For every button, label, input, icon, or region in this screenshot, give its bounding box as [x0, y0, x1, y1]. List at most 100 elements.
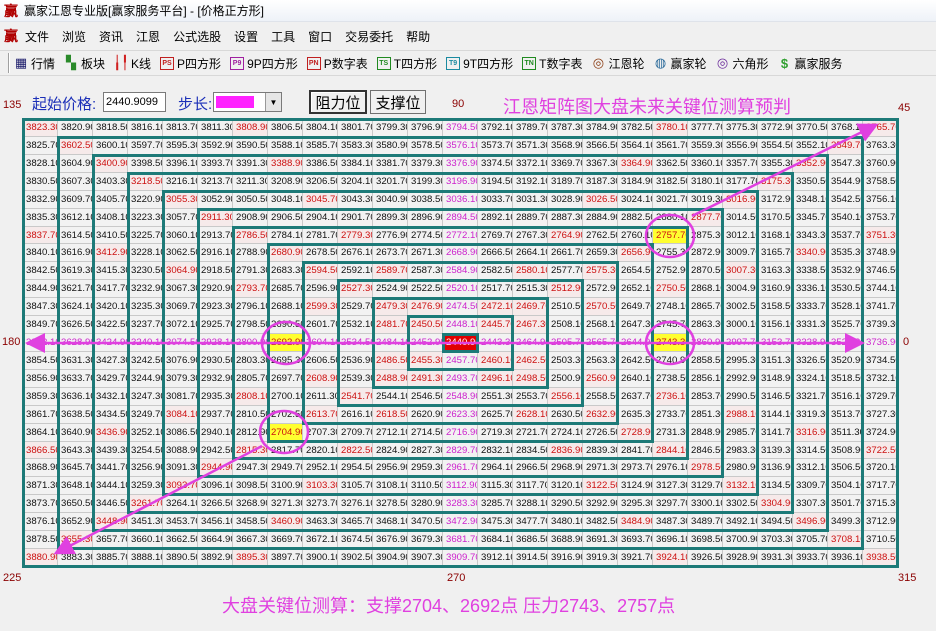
price-cell: 3285.70 — [478, 495, 513, 514]
price-cell: 3669.70 — [268, 531, 303, 550]
price-cell: 3909.70 — [443, 549, 478, 567]
price-cell: 2901.70 — [338, 208, 373, 227]
price-cell: 2644.90 — [618, 334, 653, 352]
price-cell: 3288.10 — [513, 495, 548, 514]
price-cell: 3268.90 — [233, 495, 268, 514]
price-cell: 3386.50 — [303, 154, 338, 173]
menu-news[interactable]: 资讯 — [99, 29, 124, 44]
toolbar-label: 9P四方形 — [247, 56, 298, 71]
price-cell: 3854.50 — [23, 351, 58, 370]
price-cell: 2798.50 — [233, 316, 268, 335]
price-cell: 2911.30 — [198, 208, 233, 227]
price-cell: 3230.50 — [128, 262, 163, 281]
price-cell: 3888.10 — [128, 549, 163, 567]
chevron-down-icon[interactable]: ▼ — [265, 93, 281, 111]
price-cell: 3770.50 — [793, 119, 828, 137]
price-cell: 2695.30 — [268, 351, 303, 370]
t9-icon: T9 — [446, 56, 461, 70]
support-button[interactable]: 支撑位 — [370, 90, 426, 114]
price-cell: 2750.50 — [653, 280, 688, 299]
tn-icon: TN — [522, 56, 537, 70]
toolbar-button-0[interactable]: ▦ 行情 — [14, 55, 55, 72]
menu-browse[interactable]: 浏览 — [62, 29, 87, 44]
price-cell: 2853.70 — [688, 387, 723, 406]
price-cell: 2551.30 — [478, 387, 513, 406]
toolbar-button-9[interactable]: ◎ 江恩轮 — [591, 55, 645, 72]
price-cell: 2575.30 — [583, 262, 618, 281]
price-cell: 2445.70 — [478, 316, 513, 335]
app-logo-icon: 赢 — [4, 3, 18, 20]
price-cell: 3384.10 — [338, 154, 373, 173]
price-cell: 2940.10 — [198, 423, 233, 442]
menu-trading[interactable]: 交易委托 — [345, 29, 394, 44]
price-cell: 2894.50 — [443, 208, 478, 227]
start-price-label: 起始价格: — [32, 96, 97, 113]
price-cell: 3516.10 — [828, 387, 863, 406]
toolbar-button-7[interactable]: T9 9T四方形 — [446, 55, 513, 72]
price-cell: 3144.10 — [758, 405, 793, 424]
price-cell: 2505.70 — [548, 334, 583, 352]
menu-help[interactable]: 帮助 — [406, 29, 431, 44]
menu-formula-screener[interactable]: 公式选股 — [173, 29, 222, 44]
toolbar-button-4[interactable]: P9 9P四方形 — [230, 55, 298, 72]
price-cell: 2968.90 — [548, 459, 583, 478]
price-cell: 2896.90 — [408, 208, 443, 227]
price-cell: 2443.30 — [478, 334, 513, 352]
price-cell: 2642.50 — [618, 351, 653, 370]
ts-icon: TS — [376, 56, 391, 70]
price-cell: 2728.90 — [618, 423, 653, 442]
price-cell: 3700.90 — [723, 531, 758, 550]
price-cell: 3904.90 — [373, 549, 408, 567]
start-price-input[interactable] — [103, 92, 166, 112]
toolbar-button-2[interactable]: ╽╿ K线 — [113, 55, 151, 72]
menu-window[interactable]: 窗口 — [308, 29, 333, 44]
price-cell: 2704.90 — [268, 423, 303, 442]
price-cell: 3540.10 — [828, 208, 863, 227]
price-cell: 3026.50 — [583, 190, 618, 209]
menu-gann[interactable]: 江恩 — [136, 29, 161, 44]
price-cell: 2738.50 — [653, 369, 688, 388]
price-cell: 3271.30 — [268, 495, 303, 514]
toolbar-button-5[interactable]: PN P数字表 — [306, 55, 368, 72]
price-cell: 3232.90 — [128, 280, 163, 299]
price-cell: 3002.50 — [723, 298, 758, 317]
price-cell: 2803.30 — [233, 351, 268, 370]
price-cell: 3530.50 — [828, 280, 863, 299]
price-cell: 3775.30 — [723, 119, 758, 137]
toolbar-label: P数字表 — [323, 56, 368, 71]
price-cell: 2668.90 — [443, 244, 478, 263]
price-cell: 2656.90 — [618, 244, 653, 263]
price-cell: 2856.10 — [688, 369, 723, 388]
price-cell: 3244.90 — [128, 369, 163, 388]
price-cell: 3040.90 — [373, 190, 408, 209]
price-cell: 3684.10 — [478, 531, 513, 550]
toolbar-button-11[interactable]: ◎ 六角形 — [716, 55, 769, 72]
menu-tools[interactable]: 工具 — [271, 29, 296, 44]
price-cell: 3710.50 — [863, 531, 898, 550]
toolbar-button-12[interactable]: $ 赢家服务 — [778, 55, 843, 72]
price-cell: 3583.30 — [338, 136, 373, 155]
price-cell: 2606.50 — [303, 351, 338, 370]
resistance-button[interactable]: 阻力位 — [309, 90, 367, 114]
price-cell: 2990.50 — [723, 387, 758, 406]
toolbar-button-8[interactable]: TN T数字表 — [522, 55, 582, 72]
price-cell: 3321.70 — [793, 387, 828, 406]
price-cell: 3585.70 — [303, 136, 338, 155]
menu-settings[interactable]: 设置 — [234, 29, 259, 44]
toolbar-button-3[interactable]: PS P四方形 — [160, 55, 221, 72]
toolbar-button-1[interactable]: ▚ 板块 — [64, 55, 105, 72]
price-cell: 2932.90 — [198, 369, 233, 388]
toolbar-button-6[interactable]: TS T四方形 — [376, 55, 437, 72]
toolbar-button-10[interactable]: ◍ 赢家轮 — [653, 55, 707, 72]
price-cell: 2930.50 — [198, 351, 233, 370]
step-select[interactable]: ▼ — [213, 92, 282, 112]
price-cell: 3381.70 — [373, 154, 408, 173]
mdi-logo-icon: 赢 — [4, 29, 18, 45]
toolbar-label: 9T四方形 — [463, 56, 514, 71]
price-cell: 3484.90 — [618, 513, 653, 532]
menu-file[interactable]: 文件 — [25, 29, 50, 44]
price-cell: 3933.70 — [793, 549, 828, 567]
price-cell: 2755.30 — [653, 244, 688, 263]
price-cell: 2865.70 — [688, 298, 723, 317]
price-cell: 3410.50 — [93, 226, 128, 245]
